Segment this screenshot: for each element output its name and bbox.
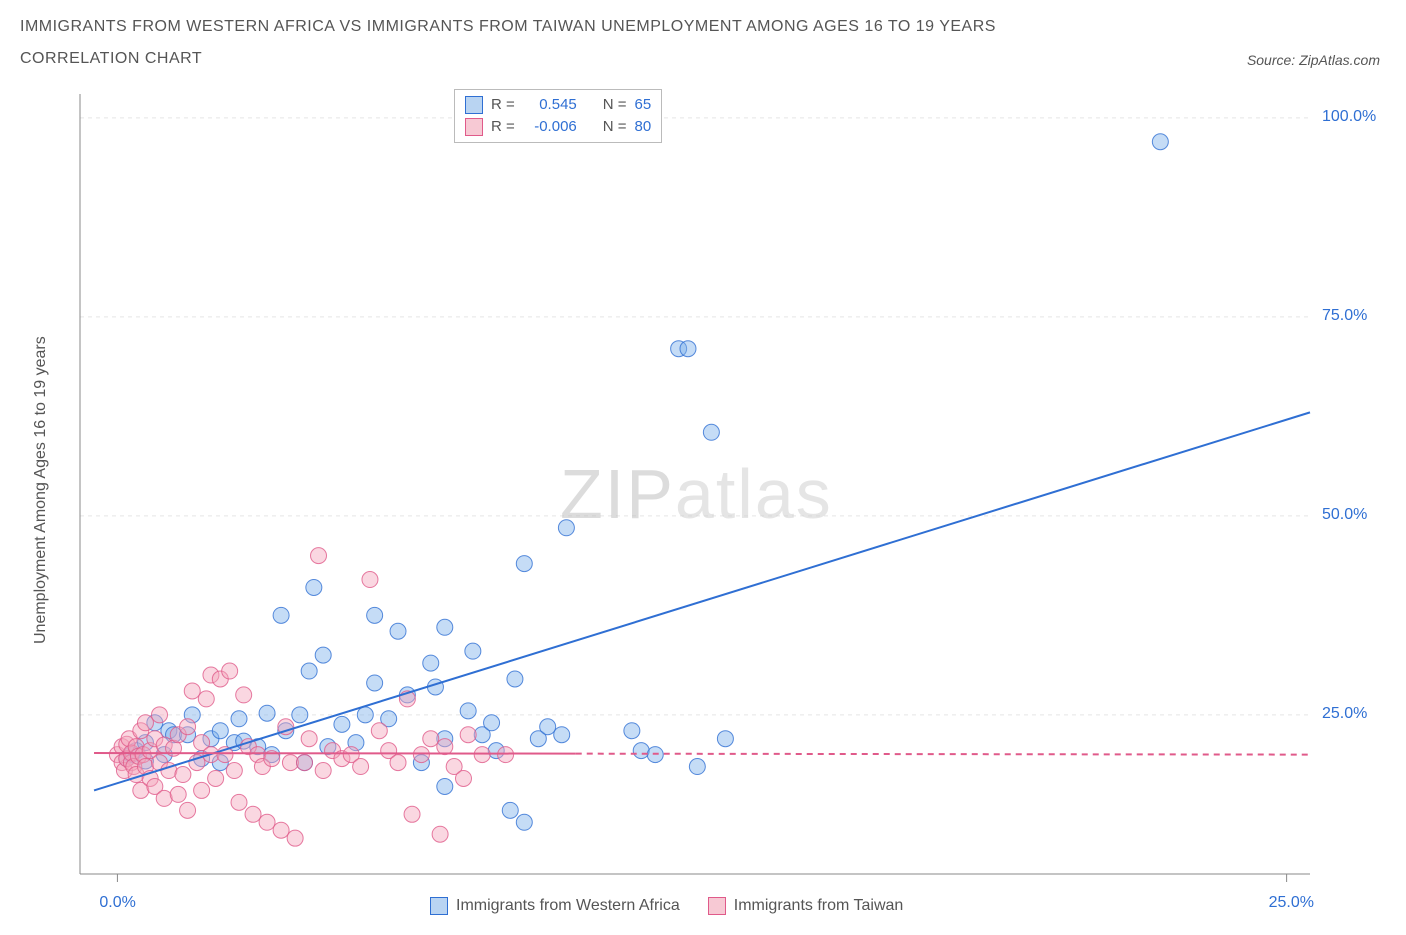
legend-swatch [465,118,483,136]
legend-row: R = 0.545 N = 65 [465,94,651,116]
chart-title-block: IMMIGRANTS FROM WESTERN AFRICA VS IMMIGR… [20,18,1226,82]
x-axis-legend: Immigrants from Western Africa Immigrants… [430,897,903,915]
legend-n-value: 65 [635,94,652,116]
scatter-chart-svg [0,84,1406,930]
legend-row: R = -0.006 N = 80 [465,116,651,138]
source-name: ZipAtlas.com [1299,52,1380,68]
legend-correlation-box: R = 0.545 N = 65 R = -0.006 N = 80 [454,89,662,143]
legend-n-label: N = [603,94,627,116]
y-tick-label: 50.0% [1322,506,1367,524]
title-line-2: CORRELATION CHART [20,50,1226,68]
y-tick-label: 25.0% [1322,705,1367,723]
legend-n-label: N = [603,116,627,138]
y-tick-label: 75.0% [1322,307,1367,325]
legend-n-value: 80 [635,116,652,138]
legend-r-value: 0.545 [523,94,577,116]
x-legend-swatch [430,897,448,915]
legend-r-value: -0.006 [523,116,577,138]
source-attribution: Source: ZipAtlas.com [1247,52,1380,68]
x-legend-item: Immigrants from Taiwan [708,897,904,915]
legend-r-label: R = [491,94,515,116]
x-legend-label: Immigrants from Taiwan [734,897,904,915]
y-tick-label: 100.0% [1322,108,1376,126]
x-legend-item: Immigrants from Western Africa [430,897,680,915]
source-prefix: Source: [1247,52,1299,68]
legend-r-label: R = [491,116,515,138]
x-tick-label: 25.0% [1269,894,1314,912]
legend-swatch [465,96,483,114]
y-axis-label: Unemployment Among Ages 16 to 19 years [32,336,50,644]
x-legend-swatch [708,897,726,915]
x-legend-label: Immigrants from Western Africa [456,897,680,915]
title-line-1: IMMIGRANTS FROM WESTERN AFRICA VS IMMIGR… [20,18,1226,36]
x-tick-label: 0.0% [99,894,135,912]
chart-area: Unemployment Among Ages 16 to 19 years Z… [0,84,1406,930]
